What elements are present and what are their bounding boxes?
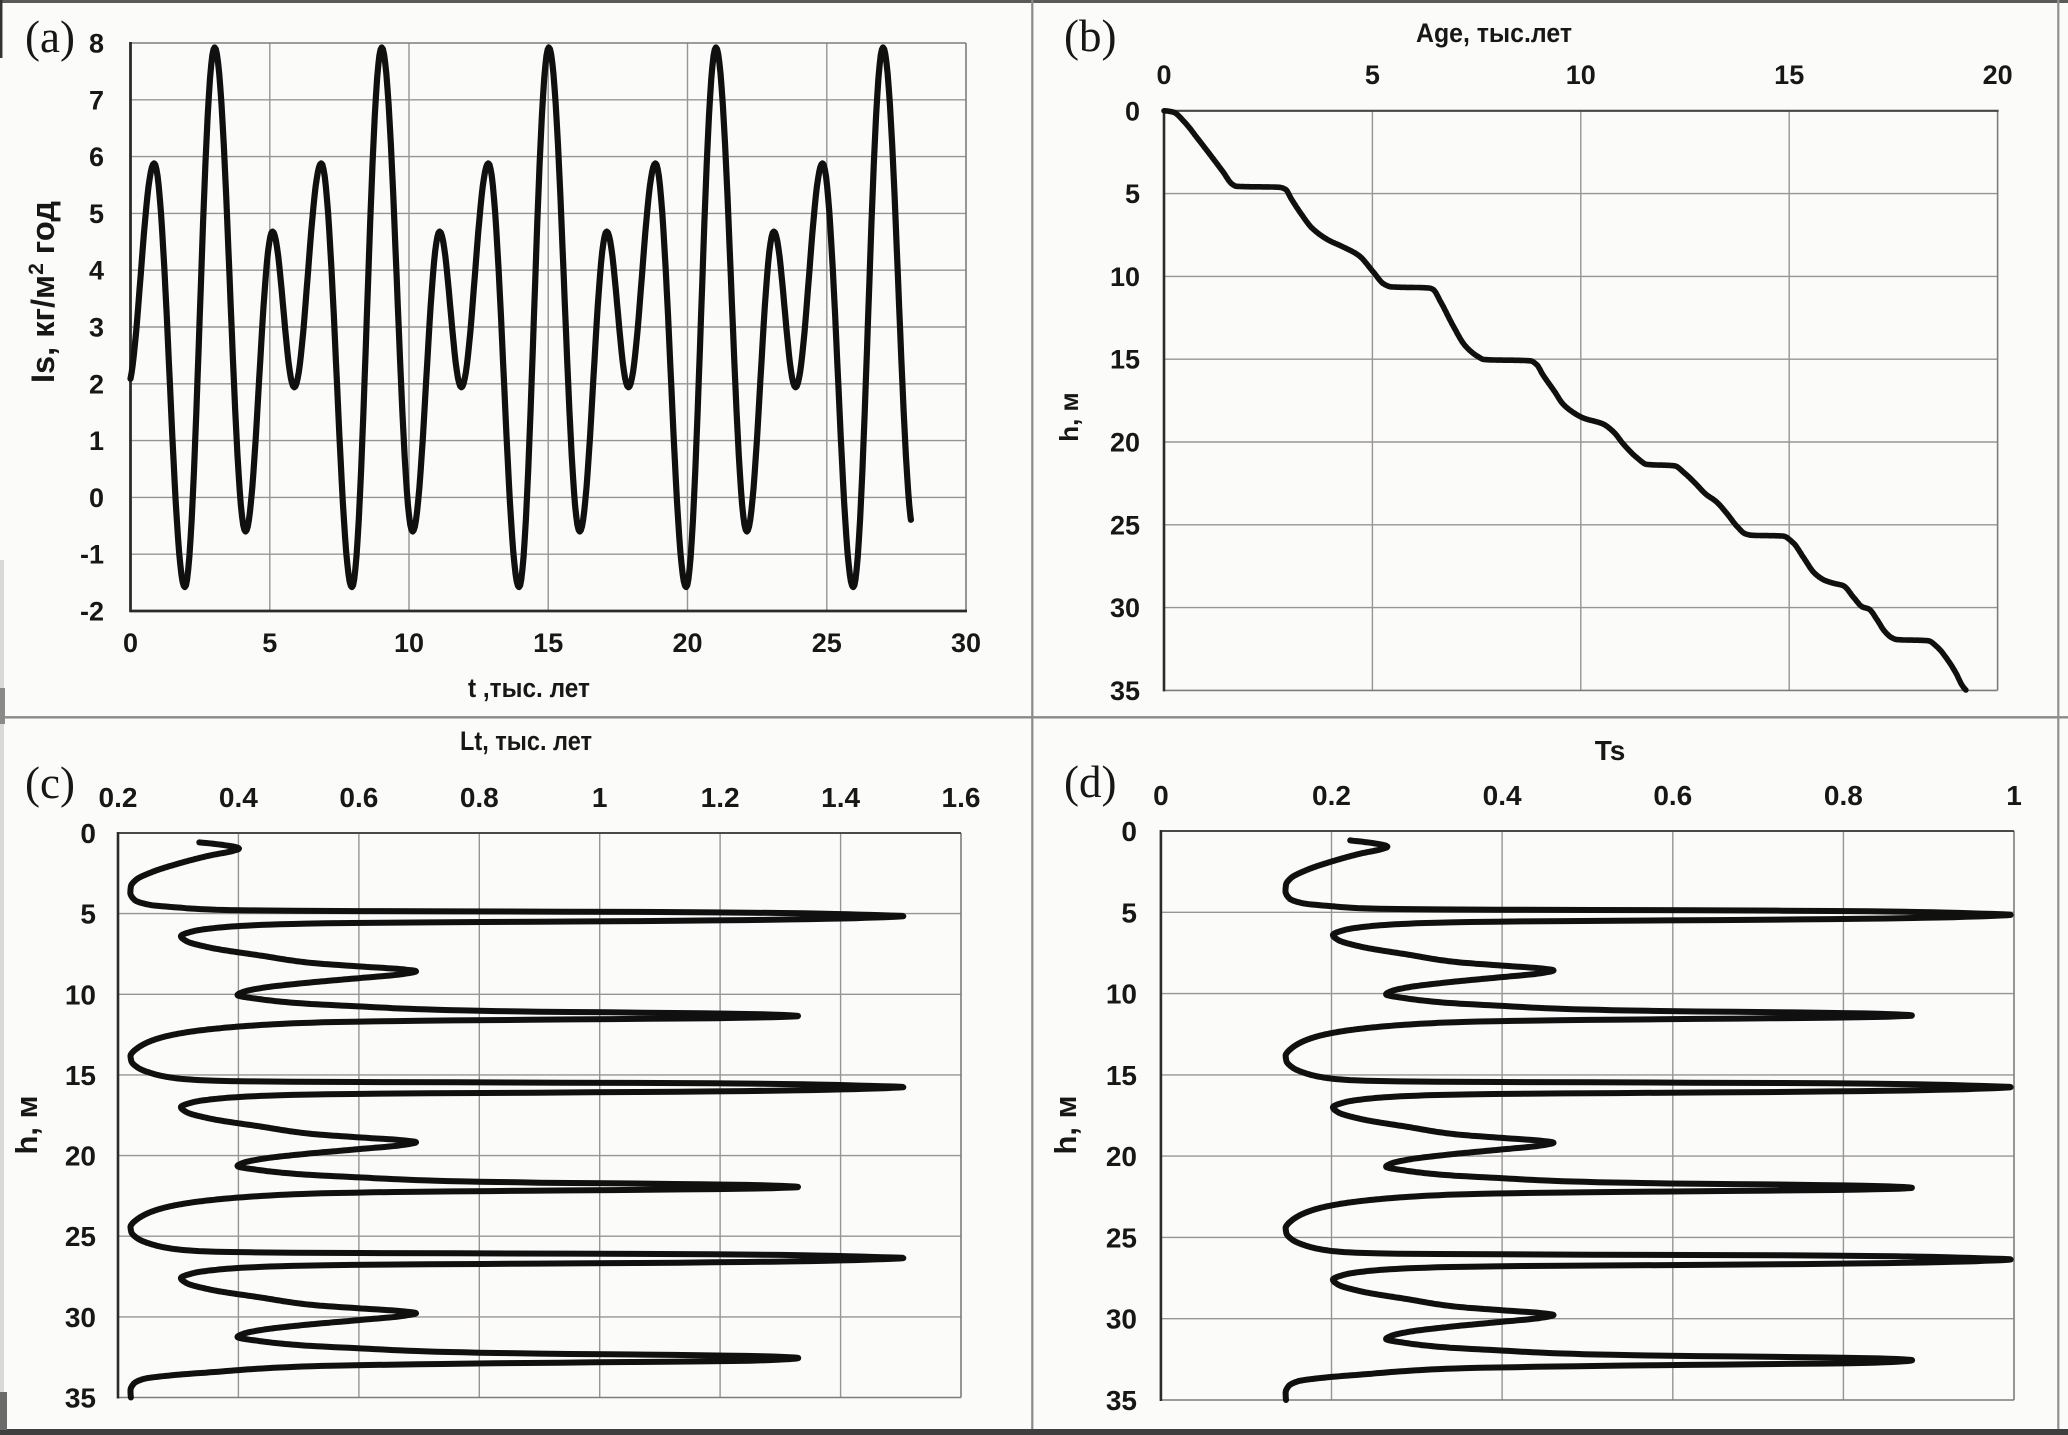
svg-text:5: 5 (1125, 179, 1140, 209)
svg-text:Age, тыс.лет: Age, тыс.лет (1416, 18, 1572, 48)
svg-text:15: 15 (1106, 1060, 1137, 1091)
svg-text:20: 20 (65, 1141, 96, 1172)
svg-text:1.2: 1.2 (701, 782, 740, 813)
svg-text:7: 7 (89, 85, 104, 115)
svg-text:1.6: 1.6 (942, 782, 981, 813)
svg-text:0: 0 (1125, 96, 1140, 126)
svg-text:0: 0 (80, 818, 96, 849)
svg-text:(a): (a) (25, 12, 75, 62)
svg-text:(d): (d) (1064, 757, 1116, 807)
svg-text:15: 15 (65, 1060, 96, 1091)
svg-text:h, м: h, м (1048, 1095, 1083, 1154)
svg-text:30: 30 (1106, 1304, 1137, 1335)
svg-text:15: 15 (1774, 60, 1804, 90)
svg-text:0: 0 (123, 628, 138, 658)
svg-text:5: 5 (262, 628, 277, 658)
svg-text:5: 5 (1121, 897, 1137, 928)
svg-text:35: 35 (65, 1383, 96, 1414)
svg-text:15: 15 (533, 628, 563, 658)
svg-text:8: 8 (89, 29, 104, 59)
svg-text:(b): (b) (1064, 11, 1116, 61)
svg-text:25: 25 (812, 628, 842, 658)
svg-text:0.8: 0.8 (460, 782, 499, 813)
svg-text:35: 35 (1106, 1385, 1137, 1416)
svg-text:1: 1 (2006, 780, 2022, 811)
svg-text:5: 5 (89, 199, 104, 229)
svg-text:30: 30 (1110, 593, 1140, 623)
svg-text:Ts: Ts (1595, 735, 1626, 766)
svg-text:10: 10 (1110, 262, 1140, 292)
svg-text:20: 20 (672, 628, 702, 658)
svg-text:(c): (c) (25, 758, 75, 808)
svg-text:10: 10 (1566, 60, 1596, 90)
svg-text:10: 10 (394, 628, 424, 658)
svg-text:25: 25 (65, 1221, 96, 1252)
svg-text:0.2: 0.2 (1312, 780, 1351, 811)
svg-text:-2: -2 (80, 597, 104, 627)
svg-text:1.4: 1.4 (821, 782, 860, 813)
svg-text:0: 0 (1121, 816, 1137, 847)
svg-text:-1: -1 (80, 540, 104, 570)
svg-text:4: 4 (89, 256, 104, 286)
svg-text:0.6: 0.6 (1653, 780, 1692, 811)
svg-text:5: 5 (80, 899, 96, 930)
svg-text:15: 15 (1110, 345, 1140, 375)
svg-text:30: 30 (65, 1302, 96, 1333)
svg-text:10: 10 (65, 979, 96, 1010)
svg-text:20: 20 (1106, 1141, 1137, 1172)
svg-text:25: 25 (1110, 510, 1140, 540)
svg-text:0.6: 0.6 (339, 782, 378, 813)
svg-text:20: 20 (1110, 428, 1140, 458)
svg-text:0.4: 0.4 (219, 782, 258, 813)
svg-text:h, м: h, м (9, 1095, 44, 1154)
svg-text:0: 0 (1156, 60, 1171, 90)
svg-text:1: 1 (592, 782, 608, 813)
svg-text:Is, кг/м2 год: Is, кг/м2 год (25, 201, 62, 383)
svg-text:10: 10 (1106, 979, 1137, 1010)
svg-text:5: 5 (1365, 60, 1380, 90)
svg-text:Lt, тыс. лет: Lt, тыс. лет (460, 726, 592, 756)
svg-text:25: 25 (1106, 1222, 1137, 1253)
svg-text:t ,тыс. лет: t ,тыс. лет (468, 673, 590, 703)
svg-text:0: 0 (89, 483, 104, 513)
svg-text:2: 2 (89, 369, 104, 399)
svg-text:1: 1 (89, 426, 104, 456)
svg-text:0.2: 0.2 (99, 782, 138, 813)
svg-text:0.4: 0.4 (1483, 780, 1522, 811)
svg-text:30: 30 (951, 628, 981, 658)
svg-text:0: 0 (1153, 780, 1169, 811)
svg-text:h, м: h, м (1054, 392, 1084, 442)
svg-text:20: 20 (1983, 60, 2013, 90)
svg-text:35: 35 (1110, 676, 1140, 706)
svg-text:6: 6 (89, 142, 104, 172)
svg-text:0.8: 0.8 (1824, 780, 1863, 811)
svg-text:3: 3 (89, 313, 104, 343)
